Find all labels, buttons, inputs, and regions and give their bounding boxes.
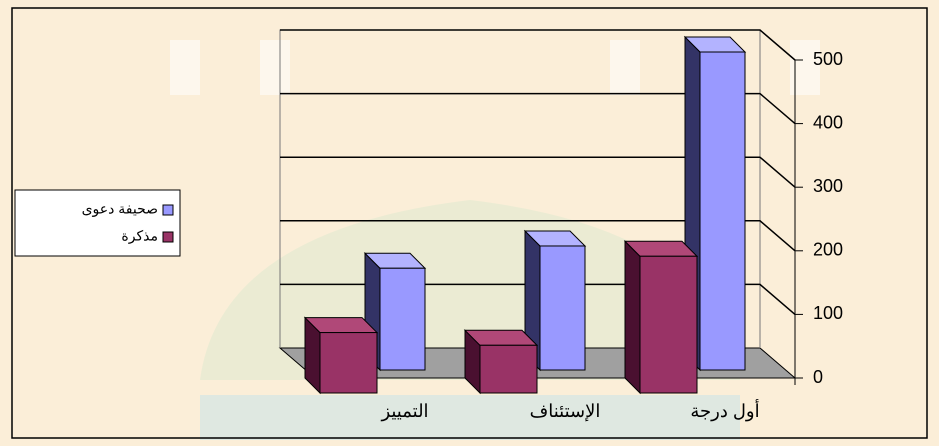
bar-front [320,333,377,393]
legend-swatch [163,205,173,215]
x-tick-label: التمييز [380,401,428,422]
bar-side [625,241,640,393]
legend-label: مذكرة [121,228,158,245]
y-tick-label: 200 [813,240,843,260]
bar [625,241,697,393]
page: صحيفة دعوى مذكرة 0 100 200 300 400 500 أول درجة… [0,0,939,446]
x-tick-label: الإستئناف [530,401,601,422]
bar-front [540,246,585,370]
legend-label: صحيفة دعوى [82,201,158,218]
bar-front [640,256,697,393]
y-tick-label: 300 [813,176,843,196]
legend-swatch [163,232,173,242]
y-tick-label: 400 [813,112,843,132]
legend: صحيفة دعوى مذكرة [15,190,180,256]
chart: صحيفة دعوى مذكرة 0 100 200 300 400 500 أول درجة… [0,0,939,446]
y-tick-label: 100 [813,303,843,323]
bar [305,318,377,393]
y-tick-label: 0 [813,367,823,387]
y-tick-label: 500 [813,49,843,69]
x-tick-label: أول درجة [690,399,759,422]
bar-front [700,52,745,370]
bar [465,330,537,393]
bar-front [380,268,425,370]
bar-front [480,345,537,393]
